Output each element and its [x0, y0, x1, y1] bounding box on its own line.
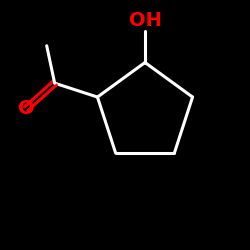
Text: OH: OH	[128, 12, 162, 30]
Text: O: O	[18, 99, 34, 118]
